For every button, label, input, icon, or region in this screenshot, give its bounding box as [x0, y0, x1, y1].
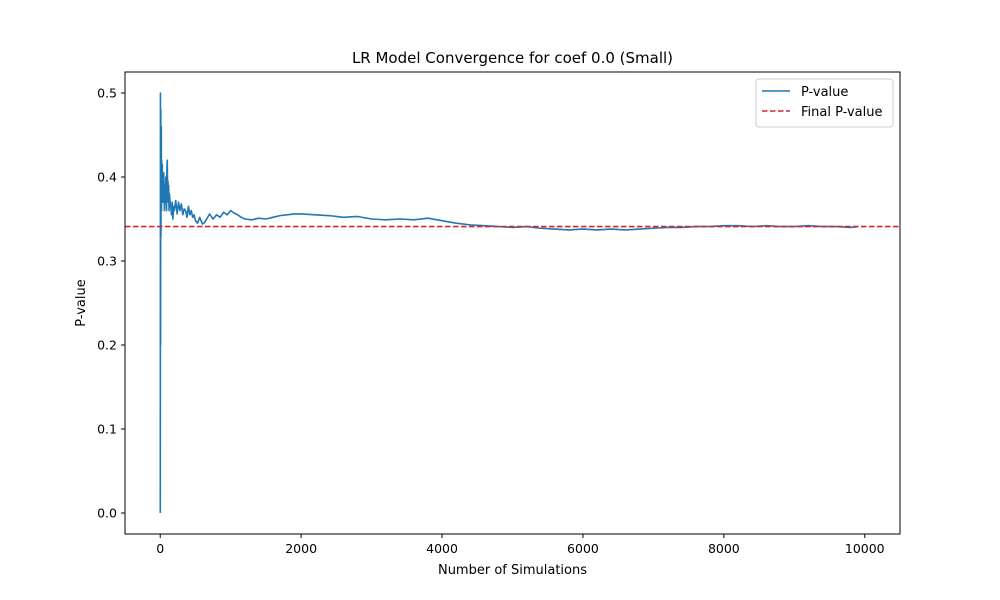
- plot-frame: [124, 71, 901, 535]
- x-tick-label: 2000: [285, 541, 317, 556]
- x-axis-label: Number of Simulations: [438, 563, 587, 578]
- plot-layer: [125, 92, 900, 514]
- y-axis: 0.0 0.1 0.2 0.3 0.4 0.5: [97, 86, 125, 521]
- y-tick-label: 0.0: [97, 506, 117, 521]
- y-tick-label: 0.3: [97, 254, 117, 269]
- legend-label-pvalue: P-value: [801, 85, 848, 100]
- legend-label-final-pvalue: Final P-value: [801, 105, 883, 120]
- legend: P-value Final P-value: [755, 78, 894, 128]
- x-tick-label: 0: [156, 541, 164, 556]
- x-tick-label: 6000: [567, 541, 599, 556]
- series-line-pvalue: [159, 92, 858, 514]
- x-tick-label: 8000: [708, 541, 740, 556]
- y-tick-label: 0.2: [97, 338, 117, 353]
- x-tick-label: 4000: [426, 541, 458, 556]
- y-tick-label: 0.5: [97, 86, 117, 101]
- legend-box: [755, 78, 894, 128]
- y-axis-label: P-value: [74, 279, 89, 326]
- x-tick-label: 10000: [845, 541, 885, 556]
- y-tick-label: 0.1: [97, 422, 117, 437]
- y-tick-label: 0.4: [97, 170, 117, 185]
- x-axis: 0 2000 4000 6000 8000 10000: [156, 534, 885, 556]
- chart-title: LR Model Convergence for coef 0.0 (Small…: [352, 49, 673, 67]
